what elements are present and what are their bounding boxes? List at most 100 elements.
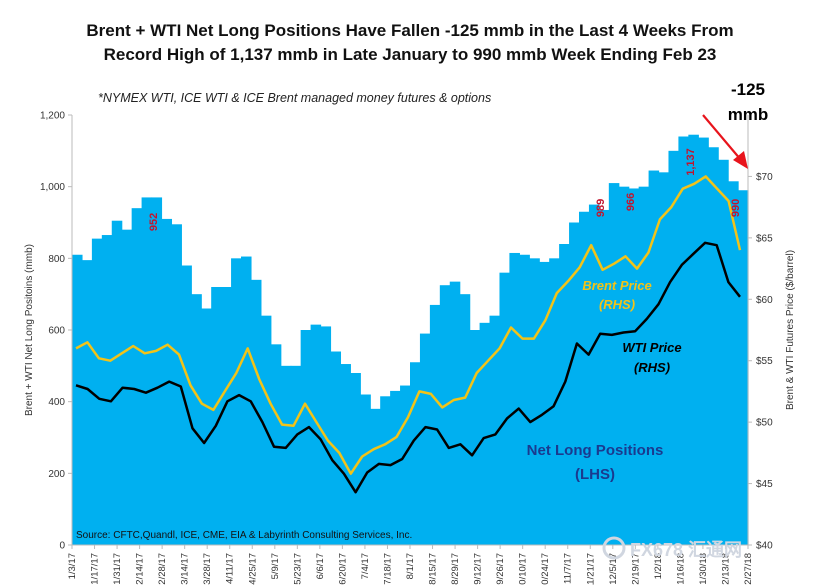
y-tick-label-right: $65 xyxy=(756,233,773,244)
y-tick-label-left: 0 xyxy=(59,541,65,552)
y-tick-label-right: $40 xyxy=(756,541,773,552)
change-annotation: -125 xyxy=(731,80,765,99)
net-long-bar xyxy=(559,244,570,545)
net-long-bar xyxy=(519,254,530,545)
x-tick-label: 9/12/17 xyxy=(473,553,484,585)
net-long-bar xyxy=(539,261,550,545)
right-axis-label: Brent & WTI Futures Price ($/barrel) xyxy=(785,250,796,410)
net-long-bar xyxy=(648,170,660,546)
net-long-bar xyxy=(588,204,600,545)
net-long-bar xyxy=(111,220,123,545)
change-arrow-shaft xyxy=(702,114,742,161)
y-tick-label-left: 400 xyxy=(48,397,65,408)
y-tick-label-left: 800 xyxy=(48,254,65,265)
x-tick-label: 2/28/17 xyxy=(157,553,168,585)
x-tick-label: 8/1/17 xyxy=(405,553,416,579)
y-tick-label-left: 200 xyxy=(48,469,65,480)
x-tick-label: 7/4/17 xyxy=(360,553,371,579)
x-tick-label: 1/17/17 xyxy=(90,553,101,585)
net-long-bar xyxy=(529,258,540,545)
net-long-bar xyxy=(439,285,451,545)
y-tick-label-right: $70 xyxy=(756,172,773,183)
net-long-bar xyxy=(579,211,590,545)
net-long-bar xyxy=(131,208,143,546)
net-long-bar xyxy=(569,222,580,545)
net-long-bar xyxy=(728,181,739,546)
y-tick-label-left: 1,200 xyxy=(40,111,65,122)
net-long-bar xyxy=(211,287,222,545)
x-tick-label: 6/20/17 xyxy=(337,553,348,585)
x-tick-label: 10/10/17 xyxy=(518,553,529,585)
net-long-bar xyxy=(350,373,361,545)
x-tick-label: 8/15/17 xyxy=(428,553,439,585)
change-arrow-head xyxy=(733,151,748,169)
brent-annotation: Brent Price xyxy=(582,278,651,293)
x-tick-label: 3/28/17 xyxy=(202,553,213,585)
x-tick-label: 2/13/18 xyxy=(721,553,732,585)
net-long-bar xyxy=(738,190,749,545)
net-long-bar xyxy=(718,159,729,546)
net-long-bar xyxy=(668,150,680,545)
x-tick-label: 1/16/18 xyxy=(675,553,686,585)
wti-price-line xyxy=(75,241,741,494)
net-long-bar xyxy=(419,333,431,545)
y-ticks-right: $40 $45 $50 $55 $60 $65 $70 xyxy=(748,172,773,552)
wti-annotation-rhs: (RHS) xyxy=(634,360,670,375)
net-long-bar xyxy=(400,385,411,545)
net-long-bar xyxy=(459,294,471,545)
net-long-bar xyxy=(380,396,391,545)
net-long-bar xyxy=(72,254,83,545)
x-tick-label: 7/18/17 xyxy=(383,553,394,585)
net-long-bar xyxy=(101,235,113,546)
net-long-bar xyxy=(509,252,520,545)
net-long-bar xyxy=(598,209,610,545)
net-long-bar xyxy=(280,365,292,545)
value-label-989: 989 xyxy=(595,199,607,217)
net-long-bar xyxy=(628,188,640,545)
net-long-bar xyxy=(608,183,620,545)
x-tick-label: 4/11/17 xyxy=(225,553,236,584)
net-long-bar xyxy=(390,390,401,545)
y-tick-label-right: $45 xyxy=(756,479,773,490)
x-tick-label: 1/30/18 xyxy=(698,553,709,585)
net-long-annotation-lhs: (LHS) xyxy=(575,466,615,483)
net-long-bar xyxy=(360,394,371,545)
source-note: Source: CFTC,Quandl, ICE, CME, EIA & Lab… xyxy=(76,530,412,541)
net-long-bar xyxy=(151,197,163,546)
net-long-bar xyxy=(479,322,491,545)
value-label-1137: 1,137 xyxy=(685,148,697,176)
net-long-bar xyxy=(141,197,153,546)
net-long-annotation: Net Long Positions xyxy=(527,442,664,459)
net-long-bar xyxy=(688,134,699,545)
net-long-bar xyxy=(469,330,481,545)
chart-subtitle: *NYMEX WTI, ICE WTI & ICE Brent managed … xyxy=(98,91,491,105)
y-tick-label-right: $50 xyxy=(756,418,773,429)
x-tick-label: 10/24/17 xyxy=(540,553,551,585)
net-long-bar xyxy=(638,186,650,546)
x-tick-label: 2/27/18 xyxy=(743,553,754,585)
net-long-bar xyxy=(429,304,441,545)
net-long-bar xyxy=(618,186,630,546)
x-tick-label: 1/31/17 xyxy=(112,553,123,585)
net-long-bar xyxy=(221,287,232,545)
x-tick-label: 3/14/17 xyxy=(180,553,191,585)
y-tick-label-left: 600 xyxy=(48,326,65,337)
net-long-bar xyxy=(241,256,252,545)
x-tick-label: 4/25/17 xyxy=(247,553,258,585)
net-long-bar xyxy=(270,344,282,545)
net-long-bar xyxy=(91,238,103,546)
x-tick-label: 1/2/18 xyxy=(653,553,664,579)
x-tick-label: 11/21/17 xyxy=(585,553,596,585)
net-long-bar xyxy=(290,365,302,545)
net-long-bar xyxy=(658,172,670,545)
x-tick-label: 5/9/17 xyxy=(270,553,281,579)
net-long-bar xyxy=(300,330,312,545)
net-long-bar xyxy=(708,147,719,545)
watermark: FX678 汇通网 xyxy=(630,540,742,560)
wti-annotation: WTI Price xyxy=(622,340,681,355)
net-long-bar xyxy=(191,294,202,545)
x-tick-label: 12/19/17 xyxy=(630,553,641,585)
watermark-logo xyxy=(602,536,626,560)
net-long-bar xyxy=(81,260,93,546)
left-axis-label: Brent + WTI Net Long Positoins (mmb) xyxy=(24,244,35,416)
